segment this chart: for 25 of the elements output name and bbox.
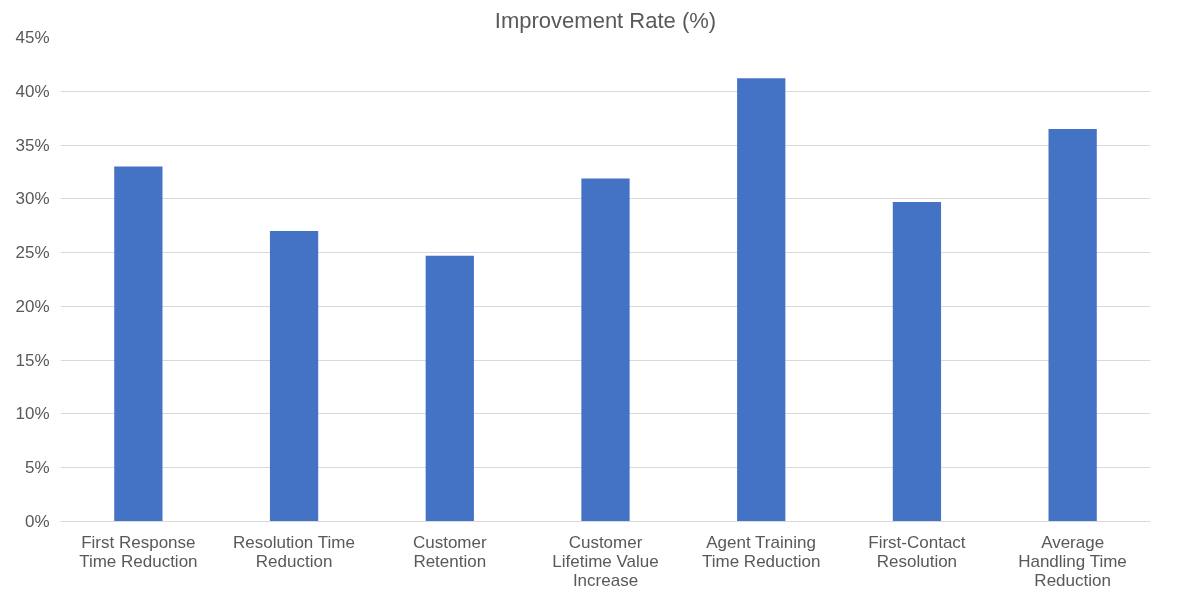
chart-title: Improvement Rate (%): [494, 7, 717, 33]
bar: [1048, 128, 1097, 522]
bar: [581, 178, 630, 522]
x-tick-label: Resolution Time Reduction: [232, 532, 355, 571]
bar: [269, 231, 319, 522]
y-tick-label: 30%: [15, 189, 50, 209]
x-tick-label: Average Handling Time Reduction: [1018, 532, 1127, 590]
y-tick-label: 20%: [15, 296, 50, 316]
y-tick-label: 40%: [15, 81, 50, 101]
y-tick-label: 35%: [15, 135, 50, 155]
bar: [114, 166, 163, 522]
x-tick-label: Customer Lifetime Value Increase: [552, 532, 659, 590]
bar: [425, 255, 474, 522]
y-tick-label: 25%: [15, 243, 50, 263]
bar: [892, 202, 942, 522]
y-tick-label: 5%: [24, 458, 50, 478]
y-tick-label: 10%: [15, 404, 50, 424]
y-tick-label: 15%: [15, 350, 50, 370]
x-tick-label: First Response Time Reduction: [79, 532, 198, 571]
y-tick-label: 45%: [15, 28, 50, 47]
x-tick-label: First-Contact Resolution: [868, 532, 966, 571]
bar: [737, 78, 786, 522]
x-tick-label: Agent Training Time Reduction: [702, 532, 821, 571]
x-tick-label: Customer Retention: [412, 532, 487, 571]
y-tick-label: 0%: [24, 512, 50, 531]
